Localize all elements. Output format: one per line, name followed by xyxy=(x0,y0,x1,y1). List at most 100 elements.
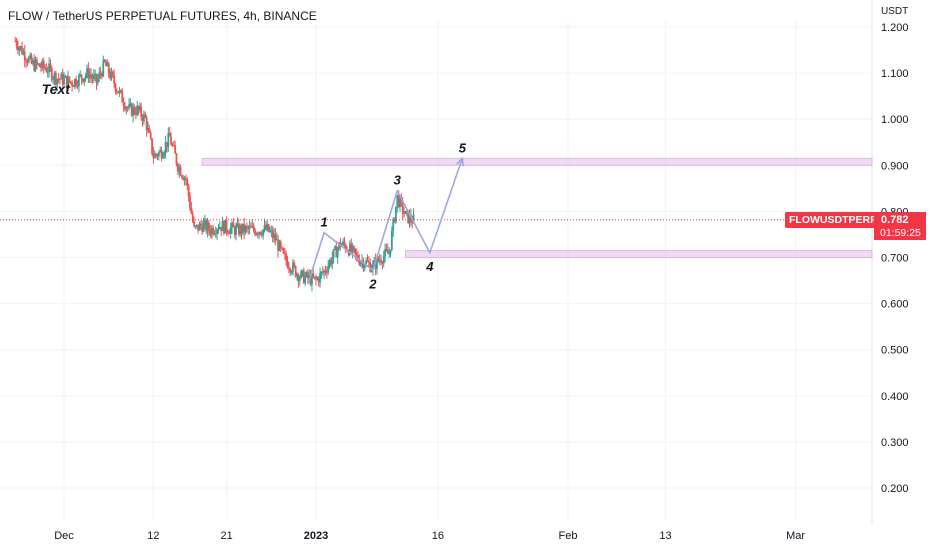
elliott-wave-path[interactable] xyxy=(307,158,464,285)
candle-body xyxy=(229,227,232,234)
candle-body xyxy=(159,150,162,153)
candle-body xyxy=(25,60,27,62)
candle-body xyxy=(218,227,221,229)
currency-label: USDT xyxy=(881,6,909,17)
candle-body xyxy=(355,253,358,256)
candle-body xyxy=(237,223,240,235)
candle-body xyxy=(332,249,335,258)
candle-body xyxy=(42,60,45,68)
candle-body xyxy=(232,222,235,228)
candle-body xyxy=(389,249,392,254)
candle-body xyxy=(348,243,351,255)
candle-body xyxy=(148,127,151,133)
candle-body xyxy=(133,106,136,114)
candle-body xyxy=(382,256,385,264)
support-resistance-zone[interactable] xyxy=(201,157,873,166)
candle-body xyxy=(298,277,301,282)
candle-body xyxy=(285,254,288,261)
candle-body xyxy=(373,259,376,264)
wave-label-5: 5 xyxy=(459,140,467,155)
y-tick-label: 1.200 xyxy=(881,22,909,34)
candle-body xyxy=(83,78,86,82)
candle-body xyxy=(344,245,347,251)
candle-body xyxy=(210,227,213,235)
candle-body xyxy=(163,152,166,157)
candle-body xyxy=(297,274,300,282)
chart-title: FLOW / TetherUS PERPETUAL FUTURES, 4h, B… xyxy=(8,9,317,23)
candle-body xyxy=(301,270,304,272)
candle-body xyxy=(267,224,270,232)
candle-body xyxy=(325,271,328,273)
candle-body xyxy=(73,79,76,87)
candle-body xyxy=(351,246,354,252)
candle-body xyxy=(251,225,254,228)
candle-body xyxy=(308,274,311,279)
candle-body xyxy=(60,73,63,80)
price-axis[interactable]: 1.2001.1001.0000.9000.8000.7000.6000.500… xyxy=(881,22,909,495)
candle-body xyxy=(167,133,170,147)
candle-body xyxy=(286,260,289,268)
candle-body xyxy=(343,241,346,246)
candle-body xyxy=(75,79,78,86)
candle-body xyxy=(224,220,227,234)
candle-body xyxy=(289,268,292,273)
candle-body xyxy=(306,272,309,279)
price-value: 0.782 xyxy=(881,214,909,226)
candle-body xyxy=(103,60,106,62)
candle-body xyxy=(130,103,133,116)
candle-body xyxy=(248,226,251,229)
candle-body xyxy=(124,105,126,110)
candle-body xyxy=(128,104,130,108)
candle-body xyxy=(53,72,56,79)
candle-body xyxy=(168,133,171,137)
candle-body xyxy=(296,274,298,277)
candle-body xyxy=(357,255,359,261)
candle-body xyxy=(30,55,33,64)
candle-body xyxy=(404,211,407,214)
time-axis[interactable]: Dec 12 21 2023 16 Feb 13 Mar xyxy=(54,530,805,542)
candle-body xyxy=(260,234,263,236)
candle-body xyxy=(209,230,212,235)
candle-body xyxy=(302,270,305,284)
candle-body xyxy=(380,260,382,263)
candle-body xyxy=(72,86,75,88)
candle-body xyxy=(57,78,60,80)
candle-body xyxy=(99,72,102,74)
candle-body xyxy=(33,60,36,71)
candle-body xyxy=(206,222,209,232)
candle-body xyxy=(358,260,361,265)
candle-body xyxy=(277,239,279,251)
candle-body xyxy=(324,270,327,272)
candle-body xyxy=(283,253,286,255)
text-annotation[interactable]: Text xyxy=(42,81,72,97)
candle-body xyxy=(328,260,331,266)
candle-body xyxy=(305,272,308,277)
zones xyxy=(201,157,873,259)
candle-body xyxy=(386,250,389,254)
candle-body xyxy=(342,241,344,245)
candle-body xyxy=(90,74,92,77)
support-resistance-zone[interactable] xyxy=(404,250,873,259)
candle-body xyxy=(96,78,99,84)
candle-body xyxy=(254,230,256,235)
candle-body xyxy=(149,132,152,139)
candle-body xyxy=(29,55,32,58)
candle-body xyxy=(401,201,404,214)
candle-body xyxy=(198,223,201,231)
candle-body xyxy=(113,75,116,84)
candle-body xyxy=(233,227,236,235)
candle-body xyxy=(185,178,187,180)
candle-body xyxy=(282,248,285,254)
candle-body xyxy=(353,246,355,249)
candle-body xyxy=(330,260,332,265)
candle-body xyxy=(275,239,278,241)
candle-body xyxy=(392,218,395,231)
candle-body xyxy=(205,220,208,232)
candle-body xyxy=(290,271,293,273)
candle-body xyxy=(140,106,143,117)
candle-body xyxy=(92,75,95,79)
candle-body xyxy=(86,68,88,76)
candle-body xyxy=(216,229,218,234)
candle-body xyxy=(34,59,37,71)
